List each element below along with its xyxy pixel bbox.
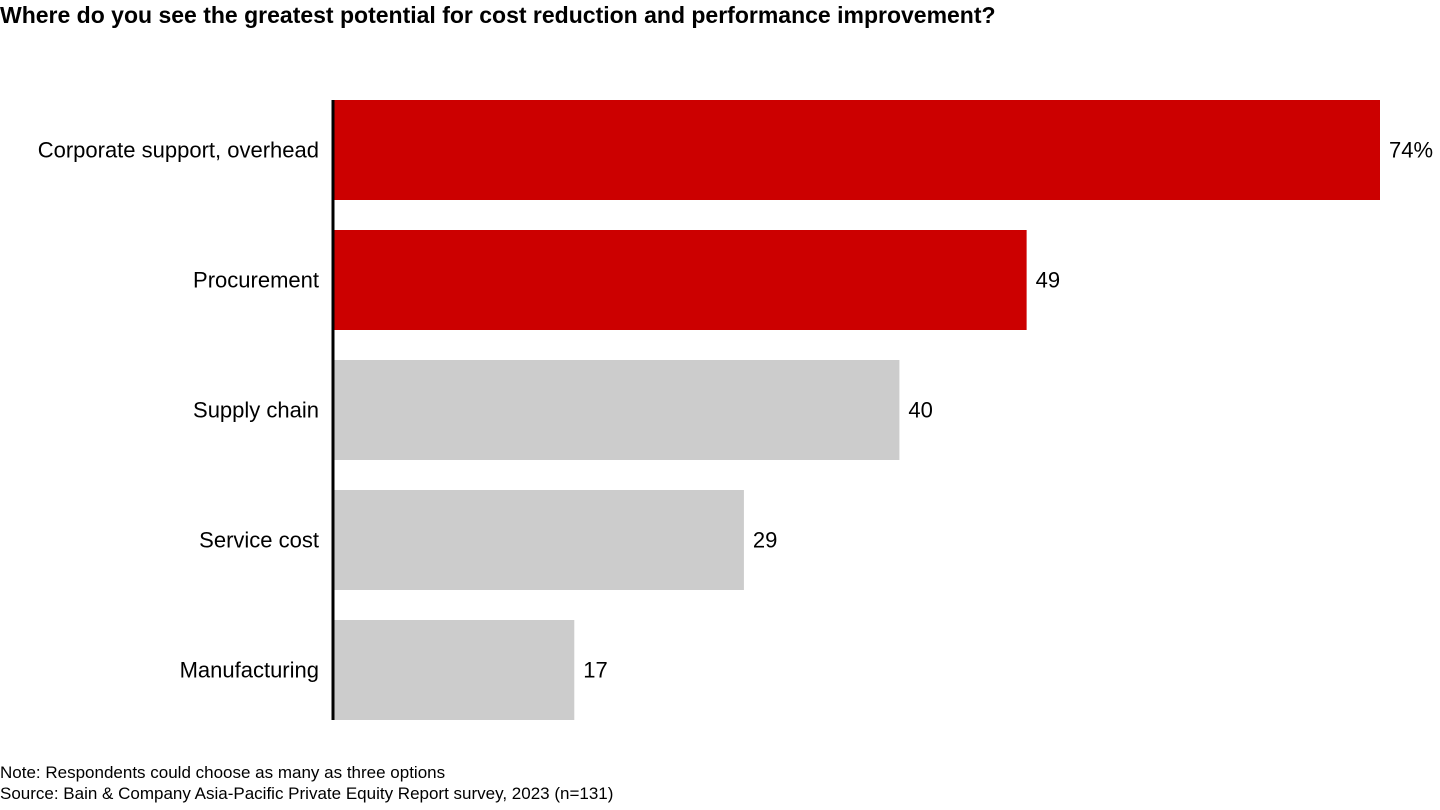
bar: [334, 490, 744, 590]
chart-title: Where do you see the greatest potential …: [0, 2, 996, 28]
value-label: 17: [583, 658, 607, 683]
bar: [334, 620, 575, 720]
category-label: Corporate support, overhead: [38, 138, 319, 163]
note-text: Note: Respondents could choose as many a…: [0, 763, 446, 782]
category-label: Procurement: [193, 268, 319, 293]
category-label: Supply chain: [193, 398, 319, 423]
value-label: 29: [753, 528, 777, 553]
category-label: Service cost: [199, 528, 319, 553]
value-label: 40: [908, 398, 932, 423]
value-label: 49: [1036, 268, 1060, 293]
bars-layer: Corporate support, overhead 74% Procuremen…: [38, 100, 1433, 720]
bar: [334, 230, 1027, 330]
bar: [334, 100, 1380, 200]
bar: [334, 360, 900, 460]
source-text: Source: Bain & Company Asia-Pacific Priv…: [0, 784, 614, 803]
value-label: 74%: [1389, 138, 1433, 163]
category-label: Manufacturing: [180, 658, 319, 683]
footnotes: Note: Respondents could choose as many a…: [0, 762, 613, 804]
